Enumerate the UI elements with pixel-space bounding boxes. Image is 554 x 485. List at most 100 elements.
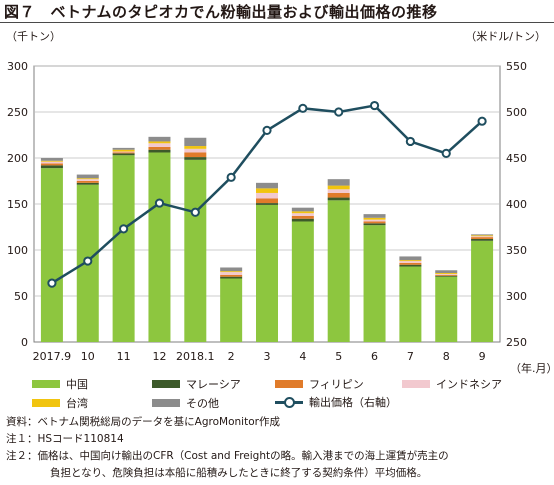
x-tick-label: 3	[264, 350, 271, 363]
legend-philippines-swatch	[275, 380, 303, 388]
y2-tick-label: 300	[506, 290, 527, 303]
legend-indonesia-swatch	[402, 380, 430, 388]
bar-philippines	[327, 192, 350, 198]
y-tick-label: 50	[14, 290, 28, 303]
y2-tick-label: 550	[506, 60, 527, 73]
bar-indonesia	[184, 148, 207, 153]
bar-other	[291, 207, 314, 212]
legend-malaysia-swatch	[152, 380, 180, 388]
bar-other	[471, 234, 494, 236]
bar-china	[184, 159, 207, 342]
bar-philippines	[363, 221, 386, 224]
bar-other	[40, 158, 63, 161]
bar-other	[399, 256, 422, 261]
note-2: 注２：価格は、中国向け輸出のCFR（Cost and Freightの略。輸入港…	[6, 450, 449, 462]
price-point	[119, 224, 129, 234]
bar-philippines	[76, 181, 99, 183]
bar-taiwan	[40, 160, 63, 162]
price-point	[441, 148, 451, 158]
notes-block: 資料：ベトナム関税総局のデータを基にAgroMonitor作成 注１：HSコード…	[6, 414, 548, 482]
bar-china	[112, 155, 135, 342]
legend-taiwan: 台湾	[32, 395, 88, 411]
bar-philippines	[148, 146, 171, 150]
bar-philippines	[184, 152, 207, 158]
bar-malaysia	[363, 223, 386, 226]
bar-indonesia	[256, 192, 278, 199]
bar-philippines	[256, 198, 278, 204]
legend-price: 輸出価格（右軸）	[275, 394, 397, 410]
bar-other	[327, 179, 350, 186]
price-point	[334, 107, 344, 117]
legend-philippines-label: フィリピン	[309, 378, 364, 391]
bar-malaysia	[327, 197, 350, 201]
bar-china	[291, 221, 314, 342]
bar-malaysia	[399, 264, 422, 267]
bar-indonesia	[148, 143, 171, 147]
x-tick-label: 2	[228, 350, 235, 363]
bar-philippines	[399, 262, 422, 265]
price-point	[226, 172, 236, 182]
legend-malaysia-label: マレーシア	[186, 378, 241, 391]
bar-china	[435, 276, 458, 342]
price-point	[47, 278, 57, 288]
bar-malaysia	[40, 165, 63, 169]
bar-other	[256, 182, 278, 189]
price-point	[190, 207, 200, 217]
legend-other: その他	[152, 395, 219, 411]
bar-taiwan	[184, 146, 207, 149]
bar-indonesia	[471, 236, 494, 238]
legend-philippines: フィリピン	[275, 376, 364, 392]
legend-price-line-marker	[275, 397, 303, 408]
bar-indonesia	[76, 179, 99, 181]
x-tick-label: 12	[152, 350, 166, 363]
legend-indonesia: インドネシア	[402, 376, 502, 392]
y-tick-label: 150	[7, 198, 28, 211]
bar-malaysia	[76, 182, 99, 185]
bar-other	[76, 174, 99, 179]
bar-indonesia	[291, 213, 314, 216]
note-source: 資料：ベトナム関税総局のデータを基にAgroMonitor作成	[6, 416, 280, 428]
price-point	[405, 136, 415, 147]
bar-indonesia	[327, 189, 350, 193]
bar-china	[363, 225, 386, 342]
bar-philippines	[435, 274, 458, 276]
bar-taiwan	[327, 185, 350, 190]
bar-indonesia	[363, 219, 386, 222]
legend-indonesia-label: インドネシア	[436, 378, 502, 391]
x-tick-label: 4	[299, 350, 306, 363]
bar-china	[399, 266, 422, 342]
legend-other-label: その他	[186, 397, 219, 410]
x-axis-unit: （年.月）	[510, 361, 554, 375]
bar-other	[148, 136, 171, 142]
bar-other	[435, 270, 458, 273]
x-tick-label: 10	[81, 350, 95, 363]
bar-indonesia	[112, 151, 135, 153]
bar-philippines	[291, 215, 314, 219]
bar-malaysia	[148, 149, 171, 153]
bar-other	[363, 214, 386, 218]
bar-taiwan	[291, 211, 314, 214]
bar-china	[327, 200, 350, 342]
bar-taiwan	[363, 217, 386, 220]
x-tick-label: 2018.1	[176, 350, 215, 363]
bar-other	[184, 137, 207, 147]
right-axis-unit: （米ドル/トン）	[465, 30, 546, 43]
x-tick-label: 6	[371, 350, 378, 363]
bar-china	[148, 152, 171, 342]
y-tick-label: 250	[7, 106, 28, 119]
x-tick-label: 8	[443, 350, 450, 363]
price-point	[262, 125, 272, 135]
bar-china	[220, 278, 243, 342]
bar-malaysia	[256, 203, 278, 205]
y2-tick-label: 500	[506, 106, 527, 119]
note-2-continued: 負担となり、危険負担は本船に船積みしたときに終了する契約条件）平均価格。	[50, 467, 428, 479]
bar-indonesia	[399, 261, 422, 263]
bar-philippines	[112, 152, 135, 154]
legend-china-label: 中国	[66, 378, 88, 391]
bar-taiwan	[399, 260, 422, 262]
bar-malaysia	[220, 276, 243, 279]
price-point	[369, 100, 380, 111]
legend-china: 中国	[32, 376, 88, 392]
y-tick-label: 0	[21, 336, 28, 349]
bar-malaysia	[184, 157, 207, 160]
